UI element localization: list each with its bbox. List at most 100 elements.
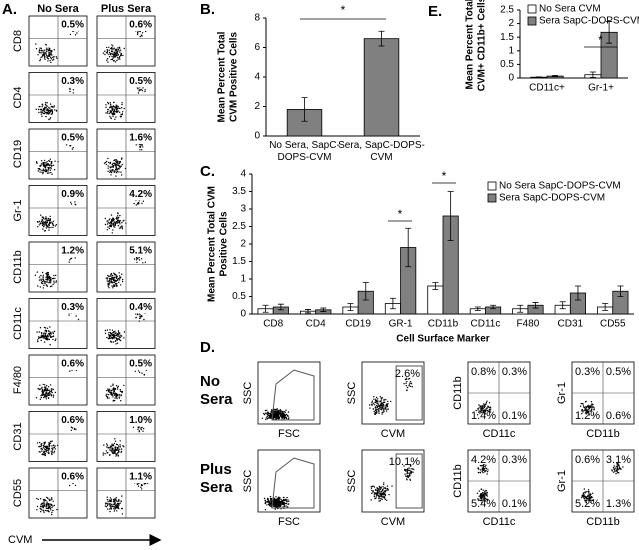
dot [579,405,582,407]
x-axis-label: CD11b [586,516,619,528]
row-label: CD11b [12,250,24,283]
dot [106,336,108,339]
dot [583,492,585,494]
dot [285,416,287,418]
dot [476,414,479,416]
dot [110,105,112,107]
dot [614,467,616,469]
dot [141,202,143,205]
dot [53,56,55,58]
dot [485,494,488,496]
dot [117,330,120,332]
dot [375,413,377,415]
dot [480,410,482,412]
dot [115,334,118,337]
dot [109,280,111,282]
dot [46,390,48,392]
dot [272,502,275,505]
dot [108,51,111,54]
dot [588,407,591,409]
dot [74,257,76,259]
dot [375,408,377,410]
dot [120,49,122,51]
dot [46,47,48,49]
dot [264,409,267,412]
dot [35,161,38,163]
dot [106,395,108,398]
dot [138,431,140,433]
dot [278,497,281,499]
dot [269,503,271,505]
dot [479,469,482,471]
dot [40,335,42,338]
dot [50,166,52,169]
dot [70,426,73,429]
dot [276,414,278,417]
dot [122,54,124,57]
dot [118,281,120,284]
dot [387,403,389,405]
x-axis-label: CVM [8,534,32,546]
dot [264,412,267,414]
dot [51,447,53,450]
dot [111,329,114,331]
dot [116,339,119,341]
dot [54,225,56,227]
dot [403,465,405,467]
dot [376,491,378,493]
dot [482,403,485,405]
y-axis-label: SSC [242,382,254,405]
dot [143,318,145,321]
label-bg [59,188,85,201]
error-bar [617,285,624,297]
dot [49,60,51,62]
dot [266,415,268,418]
percent-label: 0.8% [471,366,496,378]
dot [108,332,110,334]
dot [275,496,277,498]
dot [386,485,389,487]
dot [377,488,379,490]
dot [43,159,46,162]
dot [117,507,119,509]
dot [49,280,52,282]
dot [133,258,136,260]
dot [42,287,44,289]
dot [111,166,113,168]
dot [585,409,587,412]
panel-label: D. [200,339,215,356]
dot [109,110,111,112]
dot [49,169,51,171]
label-bg [127,414,153,427]
dot [386,408,388,410]
dot [35,108,37,111]
dot [49,344,51,346]
dot [119,51,121,53]
dot [119,339,122,342]
dot [115,175,117,177]
dot [115,276,117,279]
dot [591,405,593,408]
dot [275,408,277,411]
dot [72,89,75,91]
dot [37,221,39,223]
dot [47,510,49,512]
dot [113,159,115,162]
dot [407,378,409,380]
dot [611,469,613,471]
dot [280,498,282,501]
dot [617,462,619,465]
dot [105,104,107,106]
dot [39,58,42,60]
dot [110,333,112,335]
y-tick-label: 0.5 [500,59,514,70]
dot [484,471,486,473]
row-label: CD8 [12,30,24,52]
dot [45,227,47,229]
dot [484,494,487,496]
dot [49,393,52,395]
dot [111,49,113,51]
dot [373,396,375,398]
dot [490,409,492,411]
dot [411,471,413,473]
